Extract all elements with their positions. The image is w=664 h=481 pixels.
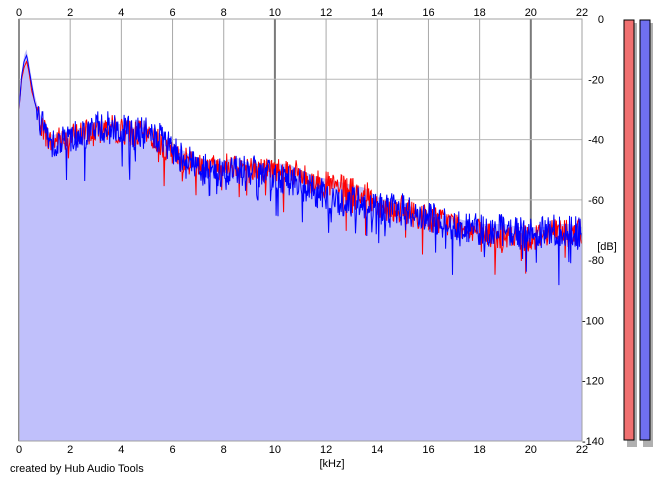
x-tick-bottom-8: 16 (422, 444, 434, 456)
x-tick-bottom-11: 22 (576, 444, 588, 456)
x-tick-bottom-0: 0 (16, 444, 22, 456)
y-axis-label: [dB] (597, 241, 617, 253)
x-tick-top-5: 10 (269, 7, 281, 19)
y-tick-7: -140 (582, 436, 604, 448)
x-tick-bottom-10: 20 (525, 444, 537, 456)
series-lines (18, 54, 583, 286)
x-tick-top-0: 0 (16, 7, 22, 19)
plot-frame (18, 18, 583, 442)
x-tick-bottom-6: 12 (320, 444, 332, 456)
y-tick-4: -80 (588, 255, 604, 267)
x-tick-top-9: 18 (474, 7, 486, 19)
level-meter-0 (623, 19, 635, 441)
credit-text: created by Hub Audio Tools (10, 463, 144, 475)
x-tick-top-4: 8 (221, 7, 227, 19)
x-tick-bottom-7: 14 (371, 444, 383, 456)
x-tick-top-1: 2 (67, 7, 73, 19)
x-tick-top-10: 20 (525, 7, 537, 19)
y-tick-1: -20 (588, 74, 604, 86)
x-tick-bottom-1: 2 (67, 444, 73, 456)
x-tick-bottom-9: 18 (474, 444, 486, 456)
x-tick-bottom-5: 10 (269, 444, 281, 456)
x-tick-top-6: 12 (320, 7, 332, 19)
x-tick-top-2: 4 (118, 7, 124, 19)
x-tick-bottom-4: 8 (221, 444, 227, 456)
x-tick-top-8: 16 (422, 7, 434, 19)
x-tick-top-3: 6 (169, 7, 175, 19)
y-tick-labels: 0 -20 -40 -60 -80 -100 -120 -140 (582, 14, 604, 448)
x-tick-top-7: 14 (371, 7, 383, 19)
y-tick-3: -60 (588, 195, 604, 207)
y-tick-0: 0 (598, 14, 604, 26)
x-tick-bottom-2: 4 (118, 444, 124, 456)
x-tick-bottom-3: 6 (169, 444, 175, 456)
level-meters (623, 19, 653, 447)
y-tick-6: -120 (582, 376, 604, 388)
x-tick-top-11: 22 (576, 7, 588, 19)
level-meter-1 (639, 19, 651, 441)
series-line-1 (18, 54, 583, 286)
x-axis-label: [kHz] (319, 458, 344, 470)
y-tick-2: -40 (588, 135, 604, 147)
y-tick-5: -100 (582, 315, 604, 327)
